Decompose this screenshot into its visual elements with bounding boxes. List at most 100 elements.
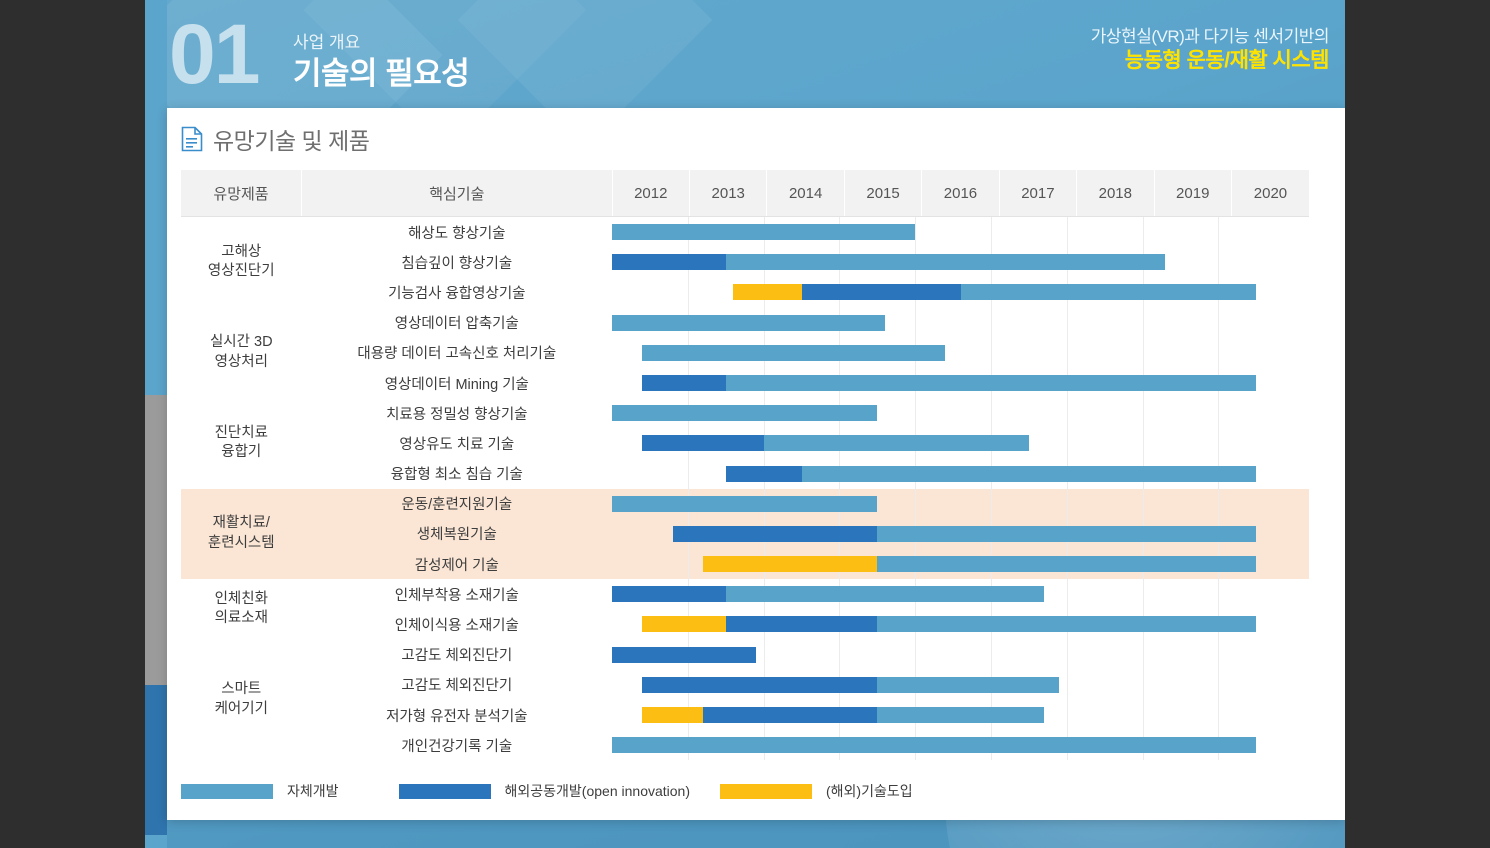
timeline-cell [612,669,1309,700]
year-gridline [687,458,689,489]
timeline-cell [612,639,1309,670]
gantt-bar-self [877,616,1257,633]
gantt-bar-self [725,586,1044,603]
table-row: 진단치료 융합기 치료용 정밀성 향상기술 [181,398,1309,460]
gantt-bar-joint [801,284,961,301]
year-gridline [990,337,992,368]
gantt-bar-self [612,495,878,512]
timeline-cell [612,609,1309,640]
timeline-lane [612,579,1294,610]
timeline-lane [612,367,1294,399]
technology-name-cell: 인체이식용 소재기술 [394,618,519,635]
year-gridline [1066,398,1068,429]
timeline-lane [612,307,1294,338]
gantt-bar-joint [612,646,757,663]
product-group-label-line: 인체친화 [214,590,268,607]
product-group-cell: 진단치료 융합기 [181,398,302,489]
technology-name-cell: 고감도 체외진단기 [401,678,513,695]
table-row: 감성제어 기술 [181,549,1309,580]
product-group-cell: 고해상 영상진단기 [181,217,302,308]
timeline-cell [612,217,1309,248]
technology-name-cell: 치료용 정밀성 향상기술 [386,406,528,423]
table-row: 영상유도 치료 기술 [181,428,1309,459]
technology-name-cell: 침습깊이 향상기술 [401,255,513,272]
year-gridline [1142,428,1144,459]
year-gridline [1218,579,1220,610]
table-row: 생체복원기술 [181,518,1309,550]
legend-label-joint: 해외공동개발(open innovation) [504,783,690,799]
col-header-year-2016: 2016 [921,170,1000,217]
timeline-cell [612,700,1309,731]
col-header-year-2013: 2013 [689,170,768,217]
section-subtitle: 사업 개요 [293,33,361,52]
timeline-cell [612,398,1309,429]
year-gridline [687,549,689,580]
timeline-lane [612,428,1294,459]
col-header-year-2020: 2020 [1231,170,1309,217]
timeline-cell [612,458,1309,489]
year-gridline [1142,307,1144,338]
year-gridline [1066,669,1068,700]
gantt-bar-import [642,616,726,633]
project-title-block: 가상현실(VR)과 다기능 센서기반의 능동형 운동/재활 시스템 [1090,27,1330,74]
gantt-bar-import [703,556,878,573]
product-group-cell: 실시간 3D 영상처리 [181,308,302,399]
chart-legend: 자체개발 해외공동개발(open innovation) (해외)기술도입 [181,778,1309,804]
year-gridline [1218,307,1220,338]
timeline-lane [612,488,1294,519]
timeline-cell [612,367,1309,399]
year-gridline [990,217,992,248]
timeline-lane [612,609,1294,640]
product-group-label-line: 진단치료 [214,424,268,441]
timeline-cell [612,488,1309,519]
year-gridline [839,639,841,670]
table-row: 영상데이터 Mining 기술 [181,367,1309,399]
year-gridline [1218,428,1220,459]
technology-name-cell: 기능검사 융합영상기술 [388,285,526,302]
section-title: 기술의 필요성 [293,56,470,91]
gantt-bar-joint [612,586,726,603]
gantt-bar-joint [612,254,726,271]
slide-header: 01 사업 개요 기술의 필요성 가상현실(VR)과 다기능 센서기반의 능동형… [145,0,1345,108]
year-gridline [1066,428,1068,459]
gantt-bar-joint [703,707,878,723]
slide: 01 사업 개요 기술의 필요성 가상현실(VR)과 다기능 센서기반의 능동형… [145,0,1345,848]
technology-name-cell: 생체복원기술 [301,518,613,550]
col-header-year-2015: 2015 [844,170,923,217]
year-gridline [990,398,992,429]
year-gridline [1066,217,1068,248]
gantt-bar-self [801,465,1257,482]
timeline-lane [612,518,1294,550]
timeline-cell [612,247,1309,278]
gantt-bar-self [877,525,1257,542]
gantt-bar-self [612,737,1257,754]
col-header-product: 유망제품 [181,170,303,217]
year-gridline [1218,247,1220,278]
year-gridline [915,217,917,248]
year-gridline [763,639,765,670]
project-title-line1: 가상현실(VR)과 다기능 센서기반의 [1090,27,1330,46]
gantt-bar-joint [672,525,878,542]
legend-label-self: 자체개발 [287,783,339,799]
gantt-bar-self [725,374,1257,391]
timeline-lane [612,549,1294,580]
year-gridline [1218,217,1220,248]
year-gridline [1142,337,1144,368]
gantt-bar-import [642,707,703,723]
left-accent-strip-gray [145,395,167,685]
timeline-lane [612,217,1294,248]
col-header-technology: 핵심기술 [301,170,613,217]
technology-name-cell: 융합형 최소 침습 기술 [390,467,523,484]
year-gridline [1218,398,1220,429]
technology-name-cell: 영상데이터 압축기술 [394,316,519,333]
timeline-cell [612,579,1309,610]
legend-item-self: 자체개발 [181,781,339,801]
product-group-label-line: 의료소재 [214,610,268,627]
technology-name-cell: 인체부착용 소재기술 [394,587,519,604]
timeline-cell [612,549,1309,580]
year-gridline [915,639,917,670]
table-header-row: 유망제품 핵심기술 2012 2013 2014 2015 2016 2017 2018 2019… [181,170,1309,217]
table-row: 인체이식용 소재기술 [181,609,1309,640]
